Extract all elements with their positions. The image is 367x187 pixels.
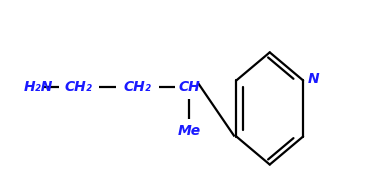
- Text: CH: CH: [178, 80, 200, 94]
- Text: CH₂: CH₂: [124, 80, 152, 94]
- Text: H₂N: H₂N: [24, 80, 53, 94]
- Text: N: N: [308, 73, 320, 86]
- Text: Me: Me: [177, 124, 201, 138]
- Text: CH₂: CH₂: [65, 80, 93, 94]
